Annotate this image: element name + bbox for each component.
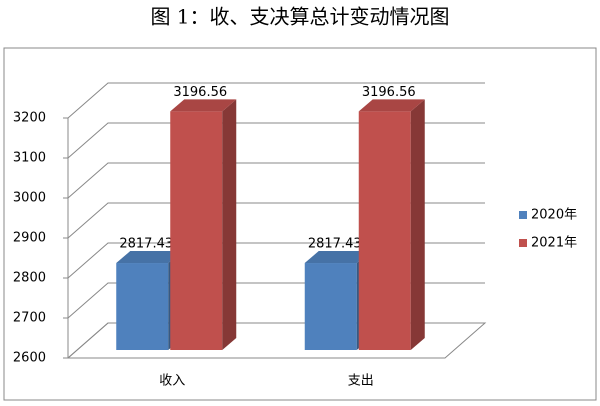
bar bbox=[358, 111, 411, 350]
bar-side bbox=[410, 99, 425, 350]
y-tick-label: 2600 bbox=[13, 351, 46, 366]
bar-top bbox=[358, 99, 425, 112]
data-label: 3196.56 bbox=[362, 85, 416, 100]
legend-label: 2021年 bbox=[531, 236, 577, 251]
bar-side bbox=[222, 99, 237, 350]
y-tick-label: 3000 bbox=[13, 191, 46, 206]
data-label: 3196.56 bbox=[173, 85, 227, 100]
y-tick-label: 2800 bbox=[13, 271, 46, 286]
legend-label: 2020年 bbox=[531, 208, 577, 223]
bar-top bbox=[116, 251, 183, 264]
x-tick-label: 收入 bbox=[159, 374, 185, 389]
data-label: 2817.43 bbox=[119, 237, 173, 252]
y-tick-label: 3100 bbox=[13, 151, 46, 166]
y-tick-label: 2900 bbox=[13, 231, 46, 246]
legend-swatch bbox=[519, 211, 527, 219]
bar bbox=[116, 263, 169, 350]
y-tick-label: 3200 bbox=[13, 111, 46, 126]
bar bbox=[304, 263, 357, 350]
legend-swatch bbox=[519, 239, 527, 247]
chart-title: 图 1：收、支决算总计变动情况图 bbox=[150, 5, 449, 29]
bar-top bbox=[304, 251, 371, 264]
chart-frame bbox=[3, 47, 597, 401]
bar-top bbox=[170, 99, 237, 112]
y-tick-label: 2700 bbox=[13, 311, 46, 326]
x-tick-label: 支出 bbox=[348, 374, 374, 389]
grid-line bbox=[67, 82, 485, 119]
data-label: 2817.43 bbox=[308, 237, 362, 252]
bar bbox=[170, 111, 223, 350]
